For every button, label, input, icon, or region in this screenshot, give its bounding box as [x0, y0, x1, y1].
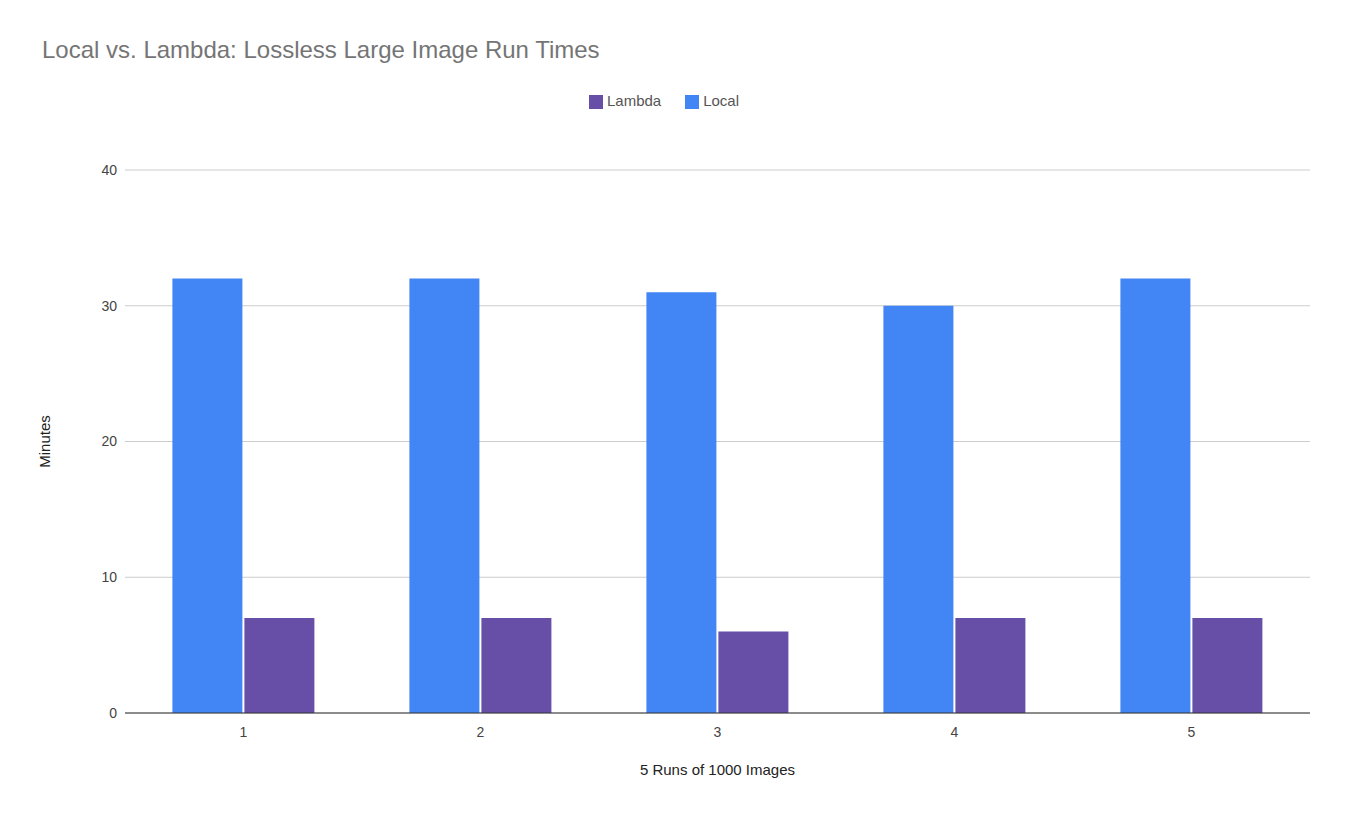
- svg-text:0: 0: [109, 705, 117, 721]
- svg-text:Minutes: Minutes: [36, 415, 53, 468]
- svg-text:40: 40: [101, 162, 117, 178]
- svg-text:20: 20: [101, 433, 117, 449]
- svg-text:4: 4: [951, 724, 959, 740]
- svg-text:5: 5: [1188, 724, 1196, 740]
- html-text:Local vs. Lambda: Lossless Lar: Local vs. Lambda: Lossless Large Image R…: [42, 36, 600, 63]
- html-text:Local: Local: [703, 92, 739, 109]
- svg-text:30: 30: [101, 298, 117, 314]
- svg-text:1: 1: [240, 724, 248, 740]
- svg-text:2: 2: [477, 724, 485, 740]
- html-text:Lambda: Lambda: [607, 92, 662, 109]
- svg-text:10: 10: [101, 569, 117, 585]
- svg-text:5 Runs of 1000 Images: 5 Runs of 1000 Images: [640, 761, 795, 778]
- svg-text:3: 3: [714, 724, 722, 740]
